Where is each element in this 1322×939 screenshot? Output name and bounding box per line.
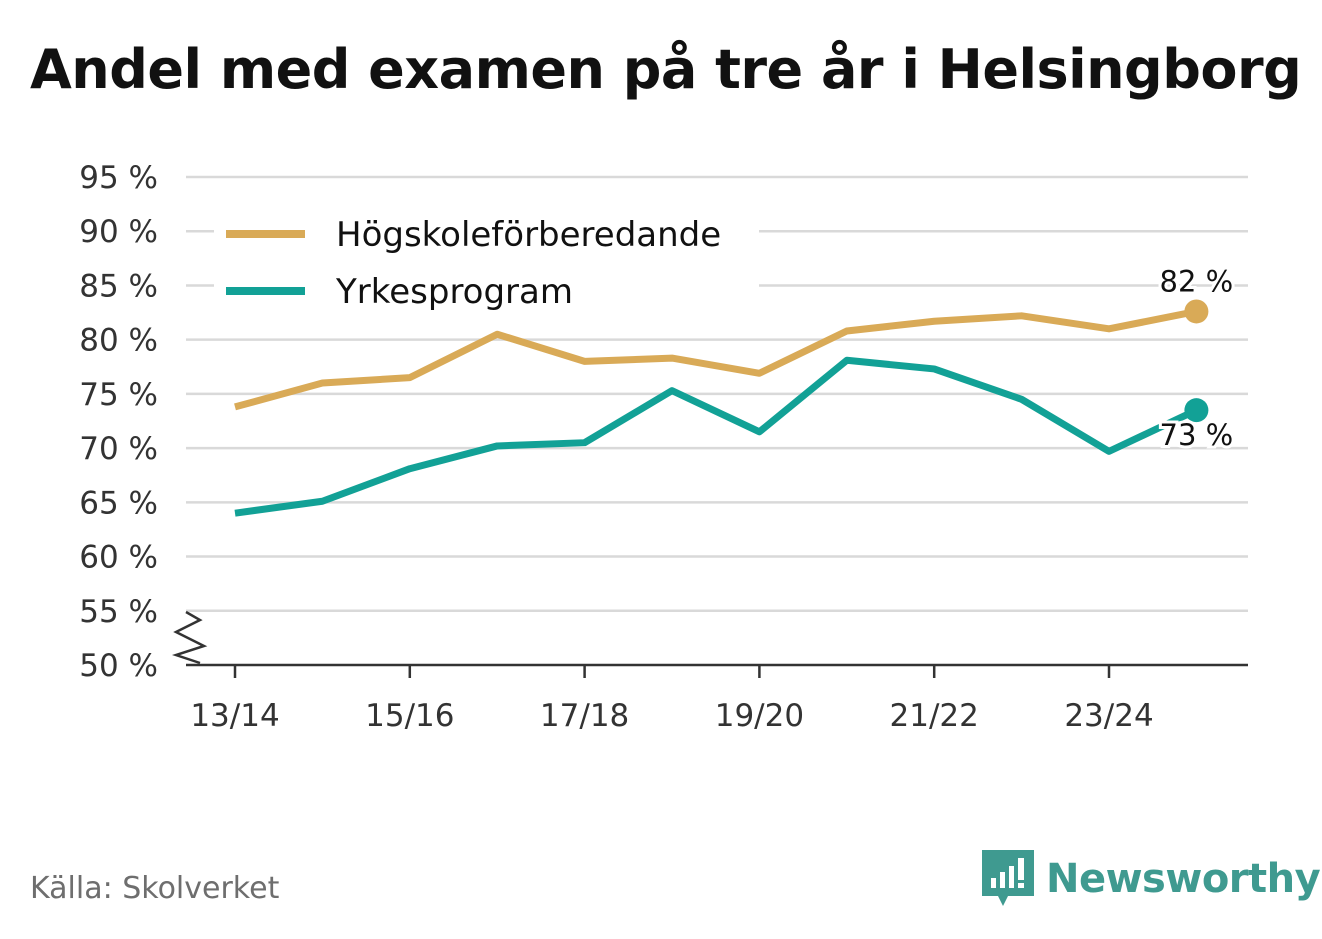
legend-label: Högskoleförberedande [336, 215, 721, 255]
x-tick-label: 21/22 [890, 698, 979, 734]
newsworthy-logo-icon [982, 850, 1034, 906]
x-tick-label: 15/16 [365, 698, 454, 734]
y-tick-label: 95 % [79, 160, 158, 196]
end-point-marker [1184, 299, 1209, 324]
x-tick-label: 23/24 [1064, 698, 1153, 734]
chart-title: Andel med examen på tre år i Helsingborg [30, 38, 1302, 101]
newsworthy-logo[interactable]: Newsworthy [980, 848, 1321, 910]
series-lines [234, 299, 1209, 517]
source-note: Källa: Skolverket [30, 871, 280, 906]
end-label: 73 % [1160, 418, 1234, 452]
data-labels: 82 % 73 % [1157, 261, 1237, 455]
series-line [234, 308, 1198, 411]
axis-break-icon [171, 610, 208, 665]
x-tick-label: 17/18 [540, 698, 629, 734]
x-tick-label: 19/20 [715, 698, 804, 734]
end-point-marker [1184, 398, 1209, 423]
y-tick-label: 70 % [79, 431, 158, 467]
axes: 50 % 55 % 60 % 65 % 70 % 75 % 80 % 85 % 90 % 95 %… [79, 160, 1248, 734]
y-tick-label: 75 % [79, 377, 158, 413]
y-tick-label: 85 % [79, 268, 158, 304]
y-tick-label: 55 % [79, 594, 158, 630]
brand-name: Newsworthy [1046, 856, 1321, 902]
y-tick-label: 60 % [79, 540, 158, 576]
y-tick-label: 65 % [79, 485, 158, 521]
series-line [234, 356, 1198, 517]
y-tick-label: 50 % [79, 648, 158, 684]
legend-label: Yrkesprogram [335, 272, 573, 312]
x-tick-label: 13/14 [190, 698, 279, 734]
y-tick-label: 80 % [79, 323, 158, 359]
end-label: 82 % [1160, 264, 1234, 298]
y-tick-label: 90 % [79, 214, 158, 250]
legend: Högskoleförberedande Yrkesprogram [214, 210, 759, 313]
